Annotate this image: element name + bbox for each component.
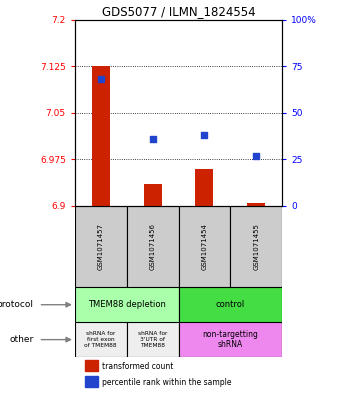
Bar bbox=[85, 360, 98, 371]
FancyBboxPatch shape bbox=[75, 322, 126, 357]
FancyBboxPatch shape bbox=[178, 287, 282, 322]
Text: GSM1071457: GSM1071457 bbox=[98, 223, 104, 270]
Text: GSM1071454: GSM1071454 bbox=[201, 223, 207, 270]
Bar bbox=[247, 203, 265, 206]
FancyBboxPatch shape bbox=[126, 322, 178, 357]
Text: TMEM88 depletion: TMEM88 depletion bbox=[88, 300, 166, 309]
Bar bbox=[195, 169, 214, 206]
Title: GDS5077 / ILMN_1824554: GDS5077 / ILMN_1824554 bbox=[102, 6, 255, 18]
Text: shRNA for
first exon
of TMEM88: shRNA for first exon of TMEM88 bbox=[84, 331, 117, 348]
Point bbox=[150, 136, 155, 142]
Text: shRNA for
3'UTR of
TMEM88: shRNA for 3'UTR of TMEM88 bbox=[138, 331, 167, 348]
Text: GSM1071455: GSM1071455 bbox=[253, 223, 259, 270]
Text: non-targetting
shRNA: non-targetting shRNA bbox=[202, 330, 258, 349]
Bar bbox=[143, 184, 162, 206]
FancyBboxPatch shape bbox=[178, 206, 231, 287]
Bar bbox=[92, 66, 110, 206]
Text: percentile rank within the sample: percentile rank within the sample bbox=[102, 378, 231, 387]
FancyBboxPatch shape bbox=[178, 322, 282, 357]
FancyBboxPatch shape bbox=[231, 206, 282, 287]
FancyBboxPatch shape bbox=[75, 206, 126, 287]
Text: protocol: protocol bbox=[0, 300, 33, 309]
Text: control: control bbox=[216, 300, 245, 309]
Point bbox=[254, 152, 259, 159]
FancyBboxPatch shape bbox=[75, 287, 178, 322]
Text: GSM1071456: GSM1071456 bbox=[150, 223, 156, 270]
Bar bbox=[85, 376, 98, 387]
Point bbox=[202, 132, 207, 138]
FancyBboxPatch shape bbox=[126, 206, 178, 287]
Text: other: other bbox=[9, 335, 33, 344]
Point bbox=[98, 76, 103, 83]
Text: transformed count: transformed count bbox=[102, 362, 173, 371]
